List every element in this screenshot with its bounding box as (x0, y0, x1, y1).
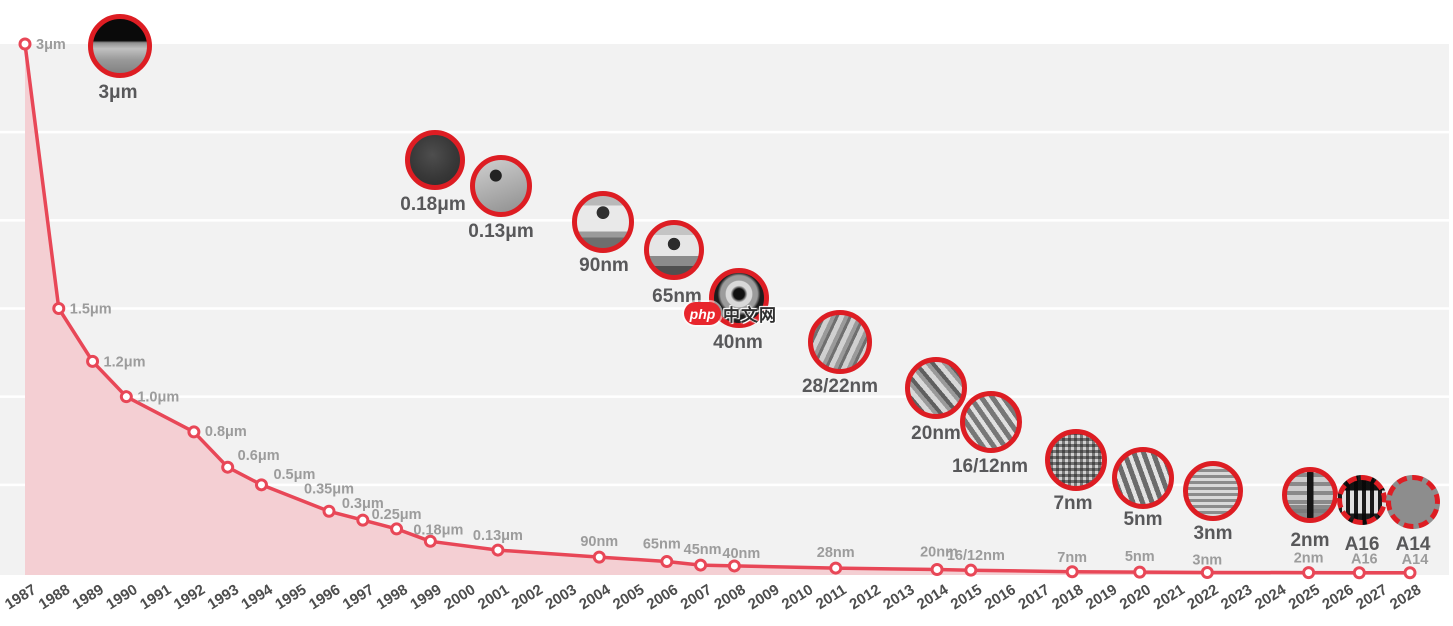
year-tick-label: 1988 (36, 581, 73, 613)
watermark-cn-text: 中文网 (723, 306, 777, 325)
data-point-marker (18, 37, 32, 51)
year-tick-label: 2024 (1252, 581, 1290, 613)
php-logo-badge: php (684, 302, 721, 325)
data-point-marker (187, 425, 201, 439)
point-label: 65nm (643, 537, 681, 553)
year-tick-label: 2006 (644, 581, 681, 613)
data-point-marker (1200, 565, 1214, 579)
year-tick-label: 1989 (70, 581, 107, 613)
year-tick-label: 2012 (846, 581, 883, 613)
data-point-marker (592, 550, 606, 564)
point-label: 0.6μm (238, 448, 280, 464)
point-label: 3nm (1192, 552, 1222, 568)
point-label: 45nm (684, 542, 722, 558)
point-label: 90nm (580, 534, 618, 550)
year-tick-label: 2010 (779, 581, 816, 613)
point-label: 28nm (817, 545, 855, 561)
data-point-marker (52, 302, 66, 315)
point-label: 40nm (722, 546, 760, 562)
point-label: 1.2μm (104, 354, 146, 370)
year-tick-label: 2020 (1117, 581, 1154, 613)
data-point-marker (86, 354, 100, 368)
point-label: A16 (1351, 552, 1378, 568)
year-tick-label: 2002 (509, 581, 546, 613)
data-point-marker (1133, 565, 1147, 579)
point-label: 0.25μm (372, 507, 422, 523)
point-label: 0.5μm (273, 467, 315, 483)
year-tick-label: 1998 (374, 581, 411, 613)
year-tick-label: 1996 (306, 581, 343, 613)
point-label: 0.8μm (205, 424, 247, 440)
year-tick-label: 2025 (1286, 581, 1323, 613)
point-label: 16/12nm (947, 548, 1005, 564)
point-label: 0.18μm (413, 522, 463, 538)
year-tick-label: 2011 (813, 581, 850, 613)
year-tick-label: 1997 (340, 581, 377, 613)
data-point-marker (119, 390, 133, 404)
year-tick-label: 2014 (914, 581, 952, 613)
data-point-marker (423, 534, 437, 548)
year-tick-label: 1987 (2, 581, 39, 613)
year-tick-label: 2001 (475, 581, 512, 613)
year-tick-label: 1993 (205, 581, 242, 613)
data-point-marker (322, 504, 336, 518)
year-tick-label: 1994 (238, 581, 276, 613)
data-point-marker (1403, 566, 1417, 580)
year-tick-label: 2015 (948, 581, 985, 613)
data-point-marker (829, 561, 843, 575)
point-label: 0.13μm (473, 528, 523, 544)
year-tick-label: 2016 (982, 581, 1019, 613)
data-point-marker (930, 562, 944, 576)
year-tick-label: 2018 (1049, 581, 1086, 613)
data-point-marker (356, 513, 370, 527)
php-cn-watermark: php 中文网 (684, 301, 777, 326)
data-point-marker (254, 478, 268, 492)
year-tick-label: 1991 (137, 581, 174, 613)
year-tick-label: 2013 (880, 581, 917, 613)
data-point-marker (964, 563, 978, 577)
year-tick-label: 2028 (1387, 581, 1424, 613)
year-tick-label: 2003 (542, 581, 579, 613)
year-tick-label: 2019 (1083, 581, 1120, 613)
year-tick-label: 2027 (1353, 581, 1390, 613)
year-tick-label: 1990 (103, 581, 140, 613)
point-label: 3μm (36, 37, 66, 53)
year-tick-label: 2000 (441, 581, 478, 613)
point-label: 0.35μm (304, 481, 354, 497)
year-tick-label: 2017 (1015, 581, 1052, 613)
year-tick-label: 2005 (610, 581, 647, 613)
year-tick-label: 2008 (711, 581, 748, 613)
data-point-marker (694, 558, 708, 572)
data-point-marker (660, 555, 674, 569)
data-point-marker (1065, 565, 1079, 579)
data-point-marker (390, 522, 404, 536)
point-label: 1.5μm (70, 302, 112, 318)
point-label: 20nm (920, 544, 958, 560)
point-label: 1.0μm (137, 390, 179, 406)
data-point-marker (727, 559, 741, 573)
data-point-marker (1302, 566, 1316, 580)
year-tick-label: 2007 (678, 581, 715, 613)
year-tick-label: 2026 (1319, 581, 1356, 613)
year-tick-label: 2004 (576, 581, 614, 613)
point-label: 2nm (1294, 551, 1324, 567)
point-label: 7nm (1057, 550, 1087, 566)
point-label: 5nm (1125, 549, 1155, 565)
year-tick-label: 1995 (272, 581, 309, 613)
data-point-marker (1352, 566, 1366, 580)
year-tick-label: 1999 (407, 581, 444, 613)
data-point-marker (491, 543, 505, 557)
data-point-marker (221, 460, 235, 474)
point-label: A14 (1402, 552, 1429, 568)
year-tick-label: 2021 (1150, 581, 1187, 613)
year-tick-label: 1992 (171, 581, 208, 613)
area-fill (25, 44, 1410, 575)
point-label: 0.3μm (342, 496, 384, 512)
year-tick-label: 2009 (745, 581, 782, 613)
year-tick-label: 2022 (1184, 581, 1221, 613)
year-tick-label: 2023 (1218, 581, 1255, 613)
